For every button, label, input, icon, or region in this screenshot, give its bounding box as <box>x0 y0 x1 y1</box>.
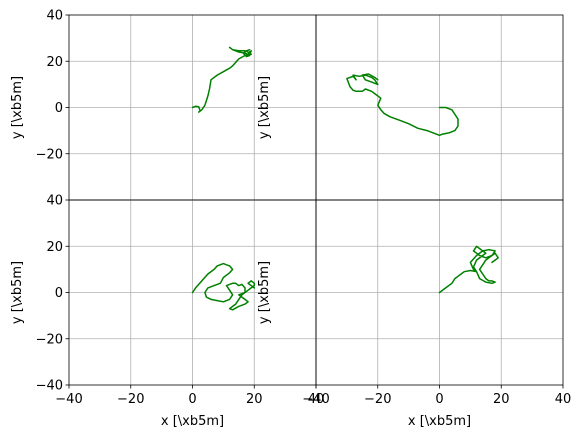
y-tick-label: 20 <box>46 55 63 70</box>
y-tick-label: 40 <box>46 194 63 209</box>
x-tick-label: −40 <box>302 392 329 407</box>
y-tick-label: 0 <box>55 101 63 116</box>
y-tick-label: −20 <box>36 332 63 347</box>
y-tick-label: 40 <box>46 9 63 24</box>
y-axis-label: y [\xb5m] <box>257 261 272 324</box>
y-tick-label: 0 <box>55 286 63 301</box>
x-tick-label: −20 <box>364 392 391 407</box>
x-tick-label: −20 <box>117 392 144 407</box>
x-tick-label: 0 <box>435 392 443 407</box>
x-tick-label: 40 <box>555 392 572 407</box>
x-tick-label: 20 <box>246 392 263 407</box>
x-tick-label: 20 <box>493 392 510 407</box>
y-axis-label: y [\xb5m] <box>257 76 272 139</box>
y-tick-label: 20 <box>46 240 63 255</box>
x-axis-label: x [\xb5m] <box>161 414 224 429</box>
y-axis-label: y [\xb5m] <box>10 261 25 324</box>
x-axis-label: x [\xb5m] <box>408 414 471 429</box>
y-tick-label: −20 <box>36 147 63 162</box>
y-axis-label: y [\xb5m] <box>10 76 25 139</box>
x-tick-label: 0 <box>188 392 196 407</box>
x-tick-label: −40 <box>55 392 82 407</box>
